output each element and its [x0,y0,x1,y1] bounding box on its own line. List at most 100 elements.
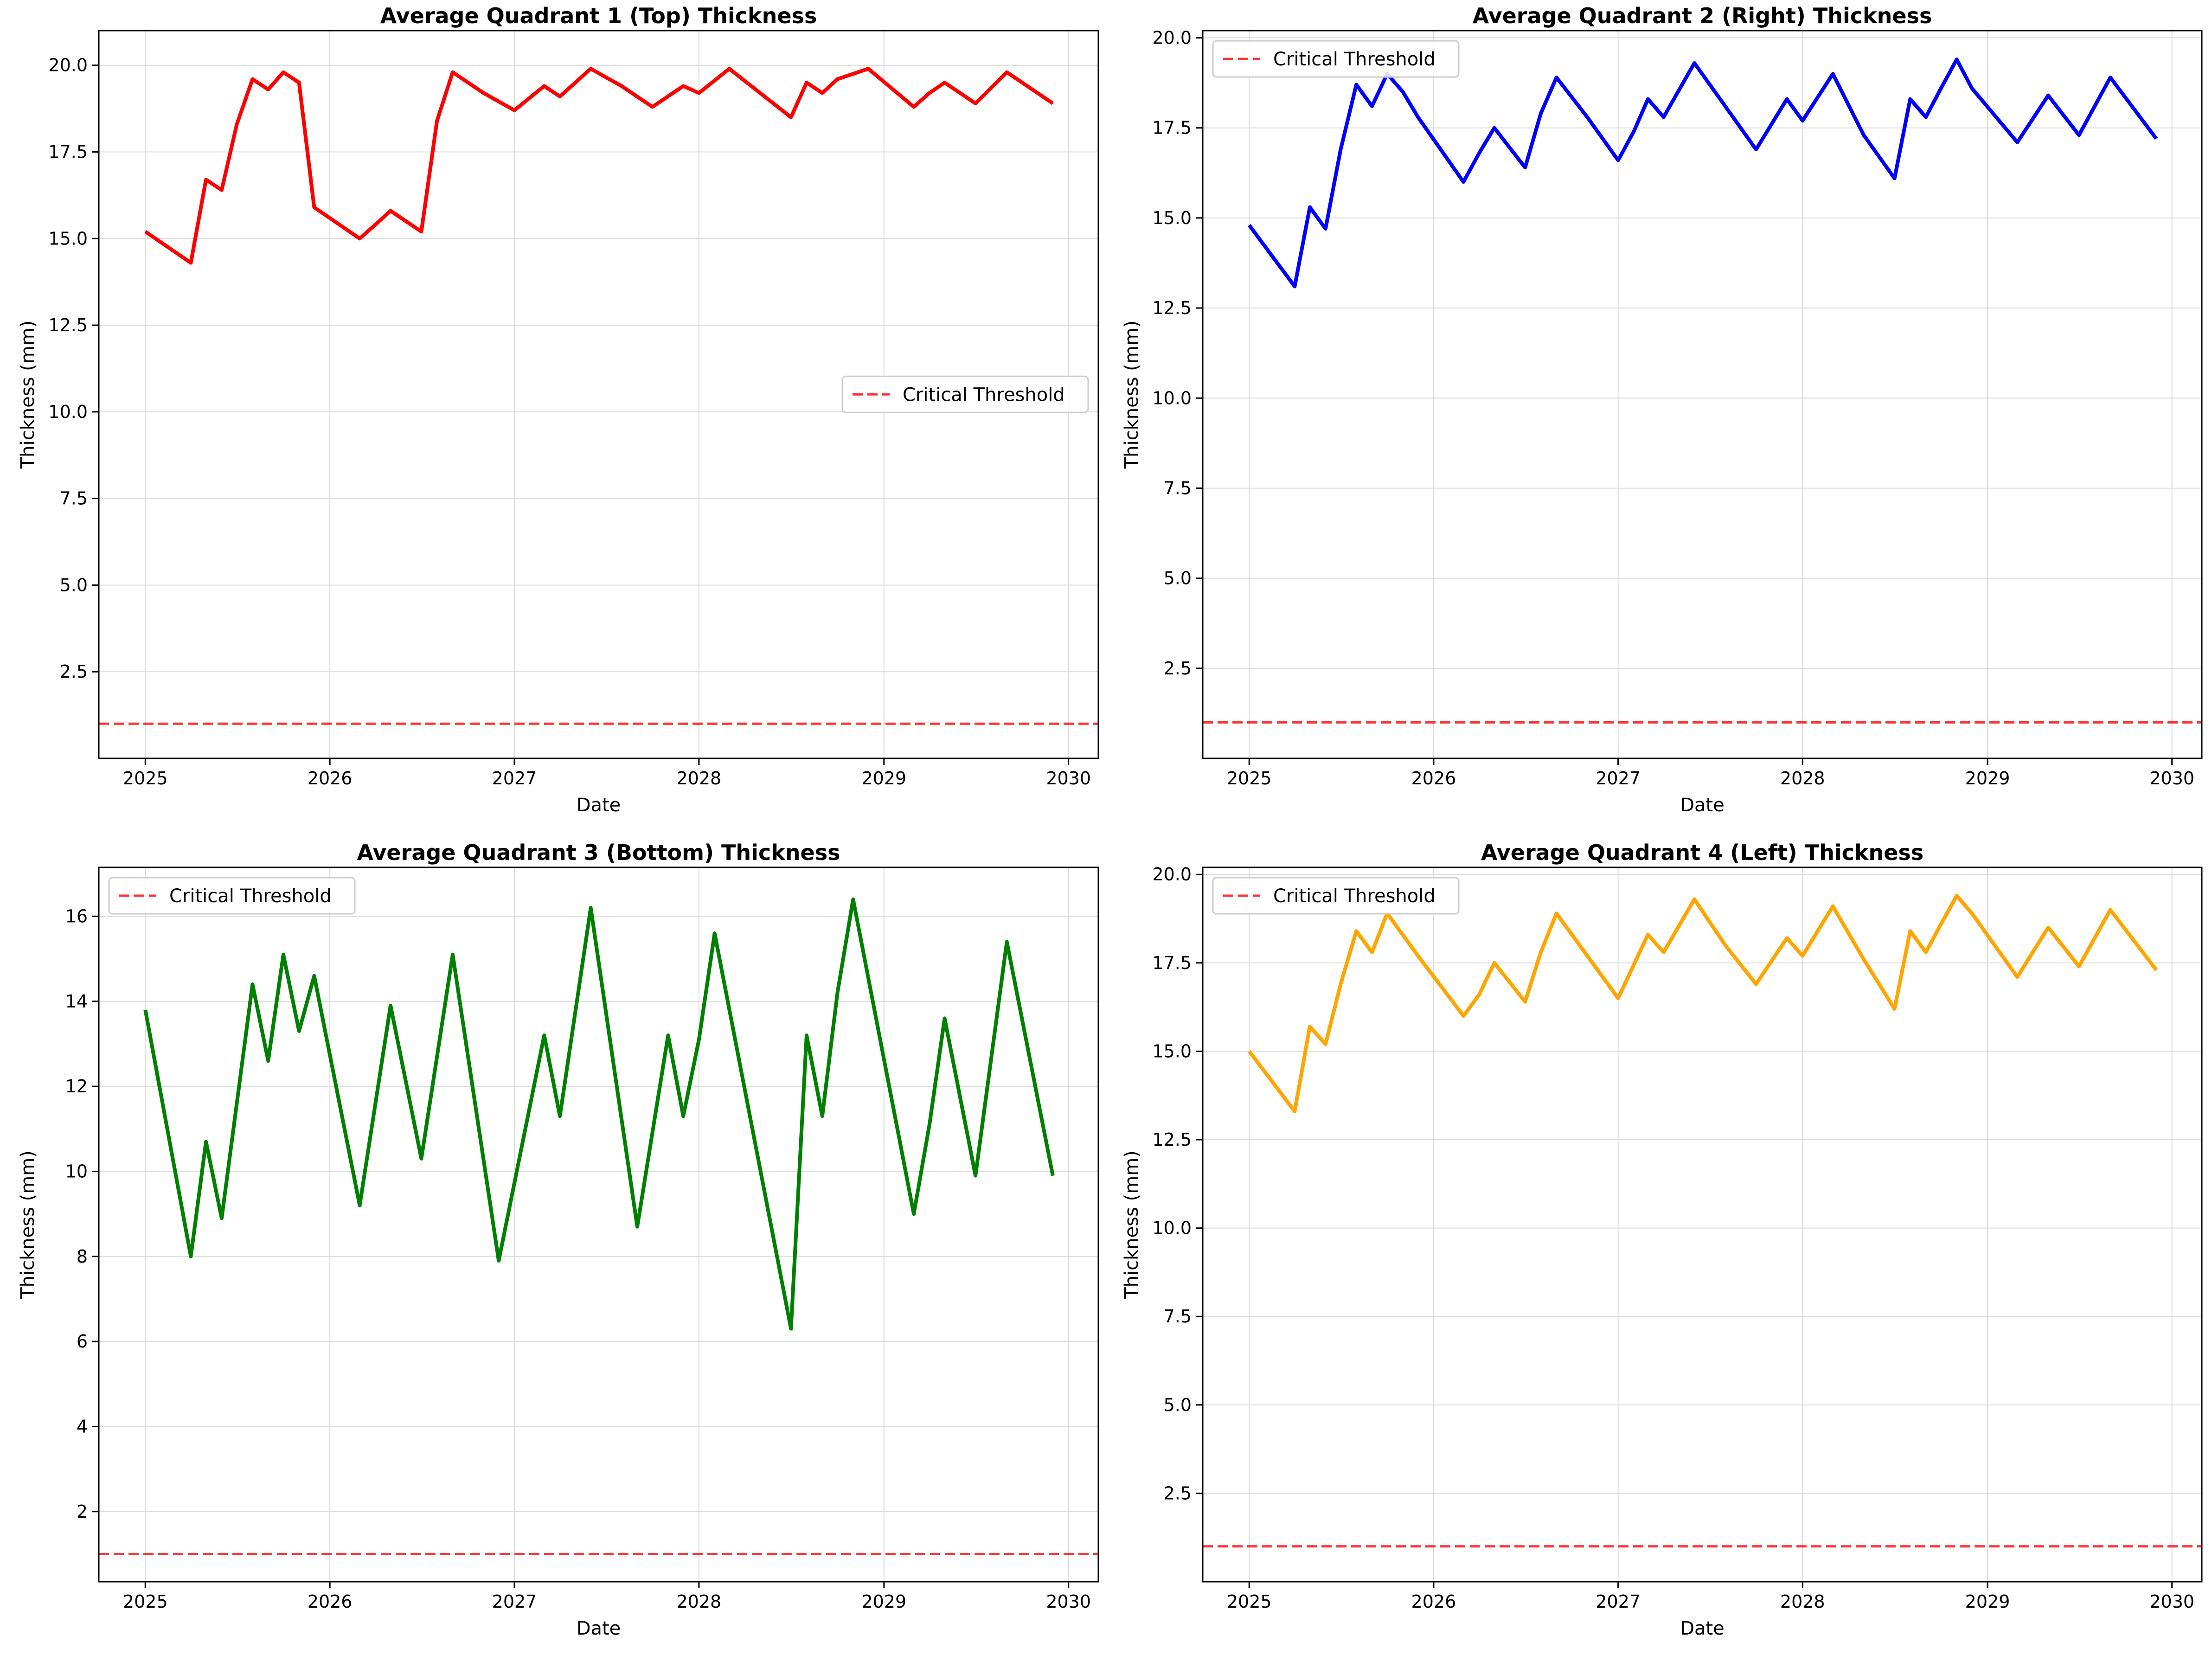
data-point [143,230,147,233]
legend-label: Critical Threshold [169,885,332,907]
x-tick-label: 2026 [308,1591,353,1612]
data-point [1493,961,1496,965]
data-point [620,84,623,88]
data-point [1462,180,1465,184]
data-point [220,1216,224,1220]
y-tick-label: 2.5 [1164,658,1192,679]
chart-panel-4: 2025 2026 2027 2028 2029 2030 2.5 5.0 7.5 10.0 12.… [1121,840,2203,1639]
y-tick-label: 20.0 [1152,28,1192,48]
data-point [713,931,717,935]
data-point [1924,115,1928,119]
data-point [974,102,977,105]
data-point [758,91,762,95]
data-point [1293,1110,1296,1113]
data-point [2154,137,2158,141]
data-point [1247,1049,1251,1053]
data-point [513,109,516,112]
data-point [250,982,254,986]
data-point [1893,176,1897,180]
data-point [1555,76,1558,79]
data-point [2046,926,2050,930]
data-point [1693,61,1696,65]
y-tick-label: 17.5 [1152,953,1192,973]
data-point [419,1157,423,1161]
axes-frame [98,30,1099,759]
data-point [1416,954,1420,958]
data-point [297,81,301,84]
y-tick-label: 16 [65,906,88,926]
data-point [974,1174,977,1178]
data-point [2077,964,2081,968]
data-point [297,1029,301,1033]
series-line [1248,894,2158,1113]
data-point [2154,968,2158,972]
data-point [1477,151,1481,155]
data-point [189,1255,192,1258]
data-point [1724,943,1727,947]
data-point [1585,954,1589,958]
data-point [1801,954,1804,958]
legend-box [1212,877,1460,915]
data-point [1801,119,1804,122]
y-tick-label: 15.0 [1152,1041,1192,1061]
y-tick-label: 4 [77,1416,88,1437]
data-point [451,953,455,956]
data-point [821,1114,824,1118]
data-point [2077,133,2081,137]
data-point [805,1033,808,1037]
y-tick-label: 6 [77,1331,88,1352]
data-point [419,230,423,233]
x-tick-label: 2027 [492,1591,537,1612]
data-point [2109,908,2112,911]
x-tick-label: 2028 [677,768,722,789]
y-axis-label: Thickness (mm) [1121,321,1142,469]
data-point [220,188,224,192]
data-point [1862,133,1866,137]
x-tick-label: 2027 [492,768,537,789]
legend-label: Critical Threshold [1273,49,1436,70]
data-point [389,209,392,213]
x-tick-label: 2029 [861,1591,906,1612]
data-point [1939,86,1943,90]
y-tick-label: 7.5 [1164,478,1192,498]
y-tick-label: 2.5 [60,661,88,682]
x-axis-label: Date [1680,795,1725,816]
data-point [1051,102,1055,105]
x-tick-label: 2030 [2149,768,2194,789]
data-point [1662,115,1666,119]
x-tick-label: 2028 [677,1591,722,1612]
data-point [1646,97,1650,101]
y-tick-label: 12 [65,1076,88,1097]
data-point [1324,1042,1327,1046]
chart-panel-2: 2025 2026 2027 2028 2029 2030 2.5 5.0 7.5 10.0 12.… [1121,3,2203,816]
x-tick-label: 2028 [1780,1591,1825,1612]
data-point [635,1225,639,1229]
data-point [1293,284,1296,288]
axes-frame [98,866,1099,1583]
axes-frame [1202,866,2203,1583]
y-axis-label: Thickness (mm) [1121,1150,1142,1299]
x-tick-label: 2026 [308,768,353,789]
y-tick-label: 12.5 [1152,1129,1192,1150]
y-tick-label: 20.0 [1152,864,1192,885]
data-point [1585,115,1589,119]
y-tick-label: 15.0 [48,228,88,249]
data-point [1247,223,1251,227]
data-point [1416,115,1420,119]
legend: Critical Threshold [1212,877,1460,915]
y-tick-label: 5.0 [1164,1395,1192,1415]
x-tick-label: 2026 [1411,1591,1456,1612]
data-point [1724,104,1727,108]
x-tick-label: 2026 [1411,768,1456,789]
data-point [589,906,593,910]
chart-title: Average Quadrant 4 (Left) Thickness [1481,840,1923,865]
data-point [651,105,654,109]
chart-title: Average Quadrant 1 (Top) Thickness [380,3,817,28]
data-point [912,105,916,109]
data-point [1005,940,1009,943]
x-tick-label: 2029 [1965,768,2010,789]
y-tick-label: 10.0 [48,402,88,422]
x-tick-label: 2027 [1596,768,1641,789]
x-tick-label: 2028 [1780,768,1825,789]
